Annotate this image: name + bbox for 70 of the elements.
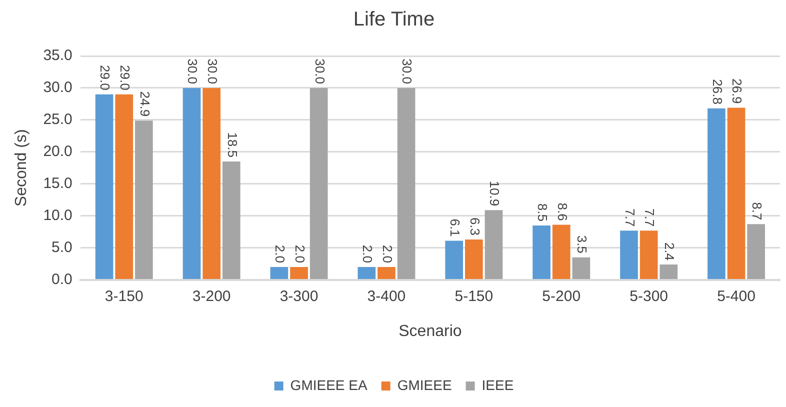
data-label: 30.0 [204,58,220,84]
x-axis-title: Scenario [398,322,462,340]
data-label: 18.5 [224,132,240,158]
bar [135,120,153,280]
data-label: 8.7 [750,202,765,220]
data-label: 8.6 [554,202,570,221]
chart-title: Life Time [353,8,435,31]
data-label: 2.0 [360,244,376,264]
data-label: 30.0 [185,58,200,84]
legend-label: GMIEEE EA [290,376,368,393]
data-label: 2.4 [662,242,678,260]
legend-label: GMIEEE [397,376,452,393]
bar [310,88,328,280]
data-label: 3.5 [574,235,590,254]
bar [222,162,240,280]
data-label: 6.3 [467,217,482,236]
data-label: 8.5 [534,203,550,222]
bar [640,230,658,280]
data-label: 26.9 [730,78,745,104]
data-label: 30.0 [312,58,328,84]
x-tick-label: 3-300 [280,288,318,305]
bar [552,224,570,280]
data-label: 24.9 [137,91,152,117]
bar [270,267,288,280]
x-tick-label: 3-150 [104,288,144,305]
data-label: 7.7 [642,208,658,227]
bar [182,88,201,280]
y-tick-label: 20.0 [43,143,72,160]
bar [747,224,766,280]
bar [620,230,638,280]
bar [532,225,550,280]
data-label: 30.0 [400,58,415,84]
y-tick-label: 30.0 [43,79,72,96]
x-tick-label: 5-150 [454,288,494,305]
x-tick-label: 3-200 [192,288,231,305]
data-label: 2.0 [380,244,395,264]
bar [484,210,503,280]
y-tick-label: 35.0 [43,47,72,64]
data-label: 6.1 [448,218,463,237]
bar [397,88,416,280]
bar [290,267,308,280]
bar [115,94,134,280]
data-label: 2.0 [272,244,288,264]
x-tick-label: 5-200 [542,288,581,305]
data-label: 29.0 [118,65,133,90]
bar [202,88,220,280]
bar [727,108,746,280]
data-label: 10.9 [487,180,502,206]
y-tick-label: 0.0 [52,270,72,288]
x-tick-label: 3-400 [367,288,406,305]
y-axis-title: Second (s) [13,129,30,207]
data-label: 2.0 [292,244,308,264]
data-label: 26.8 [710,79,725,104]
data-label: 29.0 [98,65,113,90]
bar [708,108,726,280]
bar [445,240,464,280]
y-tick-label: 15.0 [43,175,72,192]
y-tick-label: 5.0 [52,238,72,256]
bar [95,94,114,280]
bar [660,264,678,280]
data-label: 7.7 [622,208,638,227]
bar [378,267,396,280]
y-tick-label: 10.0 [43,207,72,224]
bar [358,267,376,280]
bar [572,257,590,280]
legend-label: IEEE [482,376,514,393]
y-tick-label: 25.0 [43,111,72,128]
x-tick-label: 5-300 [630,288,668,305]
x-tick-label: 5-400 [717,288,756,305]
bar [465,240,483,280]
